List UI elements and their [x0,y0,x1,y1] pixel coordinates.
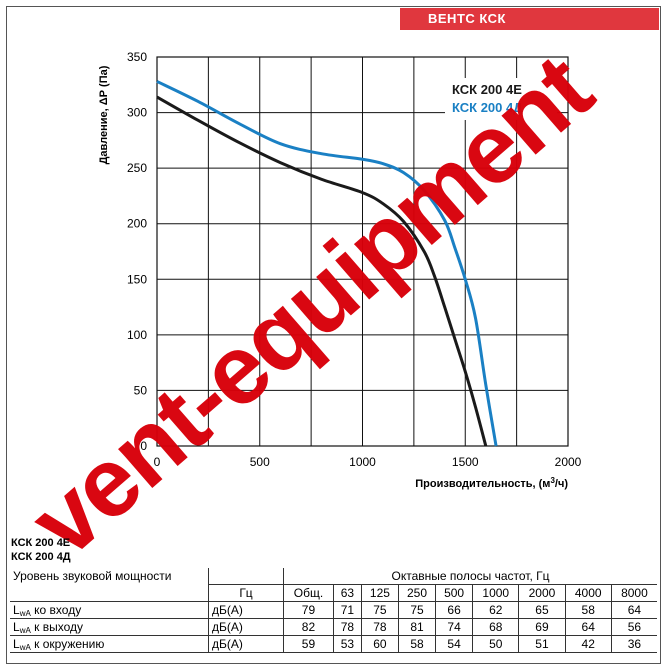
table-cell: 60 [360,635,399,653]
table-row: LwA к окружению дБ(А) 59 53 60 58 54 50 … [10,635,657,653]
column-header: 4000 [564,584,612,602]
row-label: LwA ко входу [10,601,209,619]
table-cell: 78 [360,618,399,636]
row-label: LwA к окружению [10,635,209,653]
octave-label: Октавные полосы частот, Гц [283,568,657,585]
y-tick-label: 150 [127,272,147,286]
table-row: LwA к выходу дБ(А) 82 78 78 81 74 68 69 … [10,618,657,636]
page-frame [6,6,661,664]
y-tick-label: 100 [127,328,147,342]
brand-badge: ВЕНТС КСК [400,8,659,30]
legend-entry: КСК 200 4Е [452,82,522,97]
chart-ticks: 0 500 1000 1500 2000 0 50 100 150 200 250 300 350 [127,50,582,469]
x-tick-label: 500 [250,455,270,469]
y-tick-label: 50 [134,383,148,397]
sound-power-table: Уровень звуковой мощности Октавные полос… [10,568,657,653]
table-cell: 75 [360,601,399,619]
row-label-text: к выходу [30,620,84,634]
table-cell: 51 [518,635,566,653]
hz-label: Гц [208,584,284,602]
pressure-chart: 0 500 1000 1500 2000 0 50 100 150 200 250 300 350 КС… [98,50,582,490]
table-cell: 58 [564,601,612,619]
row-label-text: к окружению [30,637,105,651]
table-columns-row: Гц Общ. 63 125 250 500 1000 2000 4000 80… [10,584,657,602]
table-cell: 64 [610,601,657,619]
x-axis-label-main: Производительность, (м [415,478,550,490]
column-header: 250 [397,584,437,602]
table-cell: 69 [518,618,566,636]
table-cell: 78 [332,618,362,636]
y-tick-label: 200 [127,217,147,231]
empty-cell [10,584,209,602]
column-header: 8000 [610,584,657,602]
table-cell: 66 [435,601,474,619]
x-axis-label: Производительность, (м3/ч) [415,476,568,490]
row-label: LwA к выходу [10,618,209,636]
table-cell: 54 [435,635,474,653]
sound-power-label: Уровень звуковой мощности [10,568,209,585]
row-unit: дБ(А) [208,618,284,636]
table-cell: 65 [518,601,566,619]
table-cell: 64 [564,618,612,636]
column-header: 125 [360,584,399,602]
y-tick-label: 300 [127,106,147,120]
table-row: LwA ко входу дБ(А) 79 71 75 75 66 62 65 … [10,601,657,619]
table-cell: 68 [472,618,520,636]
row-label-sub: wA [19,626,31,635]
table-cell: 53 [332,635,362,653]
table-cell: 50 [472,635,520,653]
chart-legend: КСК 200 4Е КСК 200 4Д [445,78,557,120]
table-cell: 71 [332,601,362,619]
x-tick-label: 1500 [452,455,479,469]
x-axis-label-sup: 3 [550,476,555,485]
column-header: Общ. [283,584,334,602]
model-name: КСК 200 4Д [11,551,71,563]
chart-grid [156,56,569,447]
table-cell: 79 [283,601,334,619]
legend-box [445,78,557,120]
row-label-text: ко входу [30,603,82,617]
x-tick-label: 0 [154,455,161,469]
x-tick-label: 2000 [555,455,582,469]
table-cell: 59 [283,635,334,653]
y-axis-label: Давление, ΔР (Па) [98,65,110,164]
table-cell: 62 [472,601,520,619]
table-cell: 81 [397,618,437,636]
plot-border [156,56,569,447]
table-cell: 42 [564,635,612,653]
series-line [156,80,498,447]
column-header: 500 [435,584,474,602]
y-tick-label: 0 [140,439,147,453]
model-name: КСК 200 4Е [11,537,71,549]
model-list: КСК 200 4Е КСК 200 4Д [11,536,71,564]
table-cell: 74 [435,618,474,636]
x-axis-label-tail: /ч) [555,478,568,490]
x-tick-label: 1000 [349,455,376,469]
row-label-sub: wA [19,609,31,618]
table-cell: 82 [283,618,334,636]
y-tick-label: 250 [127,161,147,175]
table-cell: 75 [397,601,437,619]
legend-entry: КСК 200 4Д [452,100,523,115]
row-unit: дБ(А) [208,635,284,653]
spacer-cell [209,568,284,585]
column-header: 63 [332,584,362,602]
table-cell: 56 [610,618,657,636]
chart-lines [156,80,498,447]
table-cell: 36 [610,635,657,653]
table-header-row: Уровень звуковой мощности Октавные полос… [10,568,657,585]
series-line [156,95,488,447]
table-cell: 58 [397,635,437,653]
row-label-sub: wA [19,643,31,652]
column-header: 2000 [518,584,566,602]
column-header: 1000 [472,584,520,602]
row-unit: дБ(А) [208,601,284,619]
y-tick-label: 350 [127,50,147,64]
